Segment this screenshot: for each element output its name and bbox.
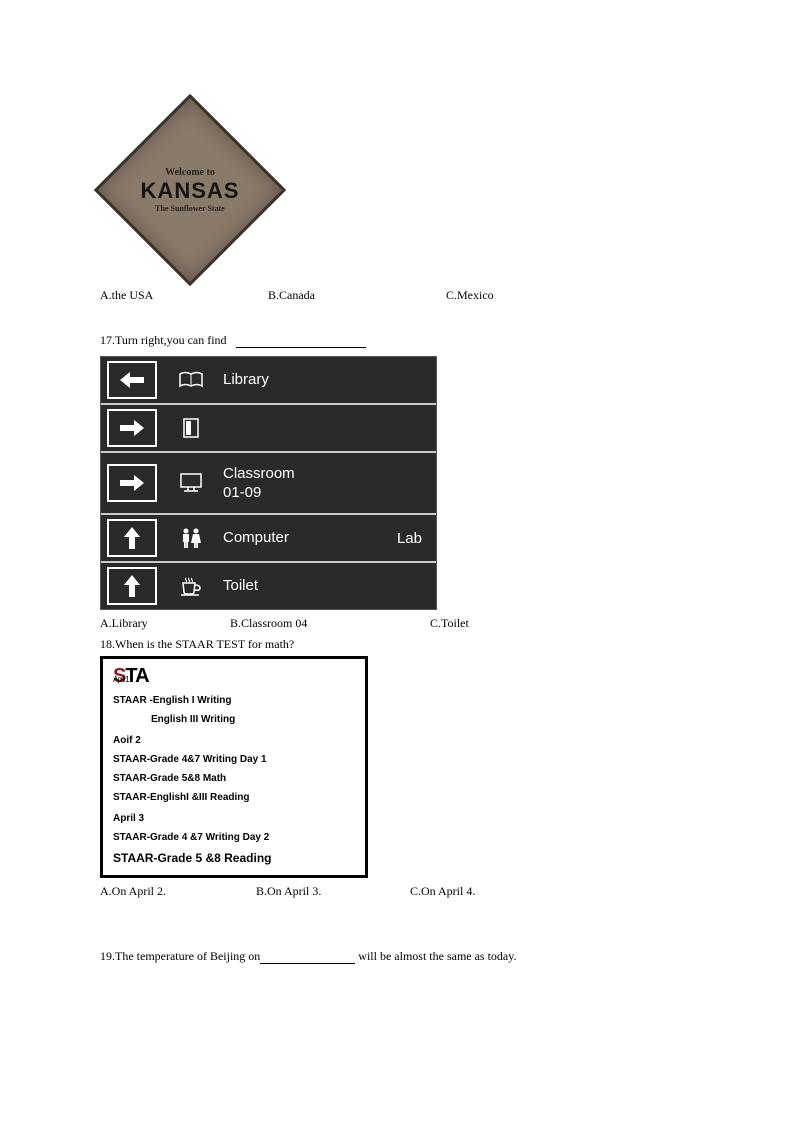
q18-options: A.On April 2. B.On April 3. C.On April 4… bbox=[100, 884, 694, 899]
q17-option-b: B.Classroom 04 bbox=[230, 616, 430, 631]
q19-blank bbox=[260, 951, 355, 964]
q16-option-c: C.Mexico bbox=[446, 288, 586, 303]
q17-option-a: A.Library bbox=[100, 616, 230, 631]
q19-after: will be almost the same as today. bbox=[358, 949, 516, 963]
staar-date-3: April 3 bbox=[113, 813, 355, 824]
arrow-up-icon bbox=[107, 519, 157, 557]
q17-text: 17.Turn right,you can find bbox=[100, 333, 227, 347]
sign-label-toilet: Toilet bbox=[219, 576, 258, 596]
staar-date-1: April 1 bbox=[113, 675, 129, 684]
sign-label-classroom: Classroom01-09 bbox=[219, 464, 295, 503]
q18-option-a: A.On April 2. bbox=[100, 884, 256, 899]
q19-question: 19.The temperature of Beijing on will be… bbox=[100, 949, 694, 964]
sign-label-computer: Computer bbox=[219, 528, 289, 548]
monitor-icon bbox=[171, 472, 211, 494]
q17-blank bbox=[236, 335, 366, 348]
staar-line-1: STAAR -English I Writing bbox=[113, 695, 355, 706]
sign-row-classroom: Classroom01-09 bbox=[101, 453, 436, 515]
staar-line-5: STAAR-EnglishI &III Reading bbox=[113, 792, 355, 803]
sign-row-toilet: Toilet bbox=[101, 563, 436, 609]
staar-line-2: English III Writing bbox=[151, 714, 355, 725]
diamond-content: Welcome to KANSAS The Sunflower State bbox=[125, 125, 255, 255]
staar-header: STA April 1 bbox=[113, 665, 355, 687]
q18-question: 18.When is the STAAR TEST for math? bbox=[100, 637, 694, 652]
q16-option-b: B.Canada bbox=[268, 288, 438, 303]
arrow-right-icon-2 bbox=[107, 464, 157, 502]
staar-line-6: STAAR-Grade 4 &7 Writing Day 2 bbox=[113, 832, 355, 843]
staar-line-4: STAAR-Grade 5&8 Math bbox=[113, 773, 355, 784]
q16-option-a: A.the USA bbox=[100, 288, 260, 303]
q19-before: 19.The temperature of Beijing on bbox=[100, 949, 260, 963]
cup-icon bbox=[171, 576, 211, 596]
sign-label-library: Library bbox=[219, 370, 269, 390]
sign-label-lab: Lab bbox=[397, 530, 436, 547]
q16-options: A.the USA B.Canada C.Mexico bbox=[100, 288, 694, 303]
sign-row-door bbox=[101, 405, 436, 453]
staar-date-2: Aoif 2 bbox=[113, 735, 355, 746]
staar-line-7: STAAR-Grade 5 &8 Reading bbox=[113, 851, 355, 865]
book-icon bbox=[171, 370, 211, 390]
sign-row-computer: Computer Lab bbox=[101, 515, 436, 563]
diamond-bottom-text: The Sunflower State bbox=[155, 204, 225, 213]
diamond-top-text: Welcome to bbox=[165, 167, 215, 178]
arrow-up-icon-2 bbox=[107, 567, 157, 605]
staar-line-3: STAAR-Grade 4&7 Writing Day 1 bbox=[113, 754, 355, 765]
q17-option-c: C.Toilet bbox=[430, 616, 530, 631]
q17-question: 17.Turn right,you can find bbox=[100, 333, 694, 348]
diamond-shape: Welcome to KANSAS The Sunflower State bbox=[94, 94, 286, 286]
people-icon bbox=[171, 527, 211, 549]
diamond-main-text: KANSAS bbox=[141, 178, 240, 204]
door-icon bbox=[171, 417, 211, 439]
staar-box: STA April 1 STAAR -English I Writing Eng… bbox=[100, 656, 368, 878]
q17-options: A.Library B.Classroom 04 C.Toilet bbox=[100, 616, 694, 631]
arrow-left-icon bbox=[107, 361, 157, 399]
arrow-right-icon bbox=[107, 409, 157, 447]
kansas-sign: Welcome to KANSAS The Sunflower State bbox=[100, 100, 280, 280]
q18-option-b: B.On April 3. bbox=[256, 884, 410, 899]
q18-option-c: C.On April 4. bbox=[410, 884, 550, 899]
direction-sign: Library Classroom01-09 bbox=[100, 356, 437, 610]
sign-row-library: Library bbox=[101, 357, 436, 405]
